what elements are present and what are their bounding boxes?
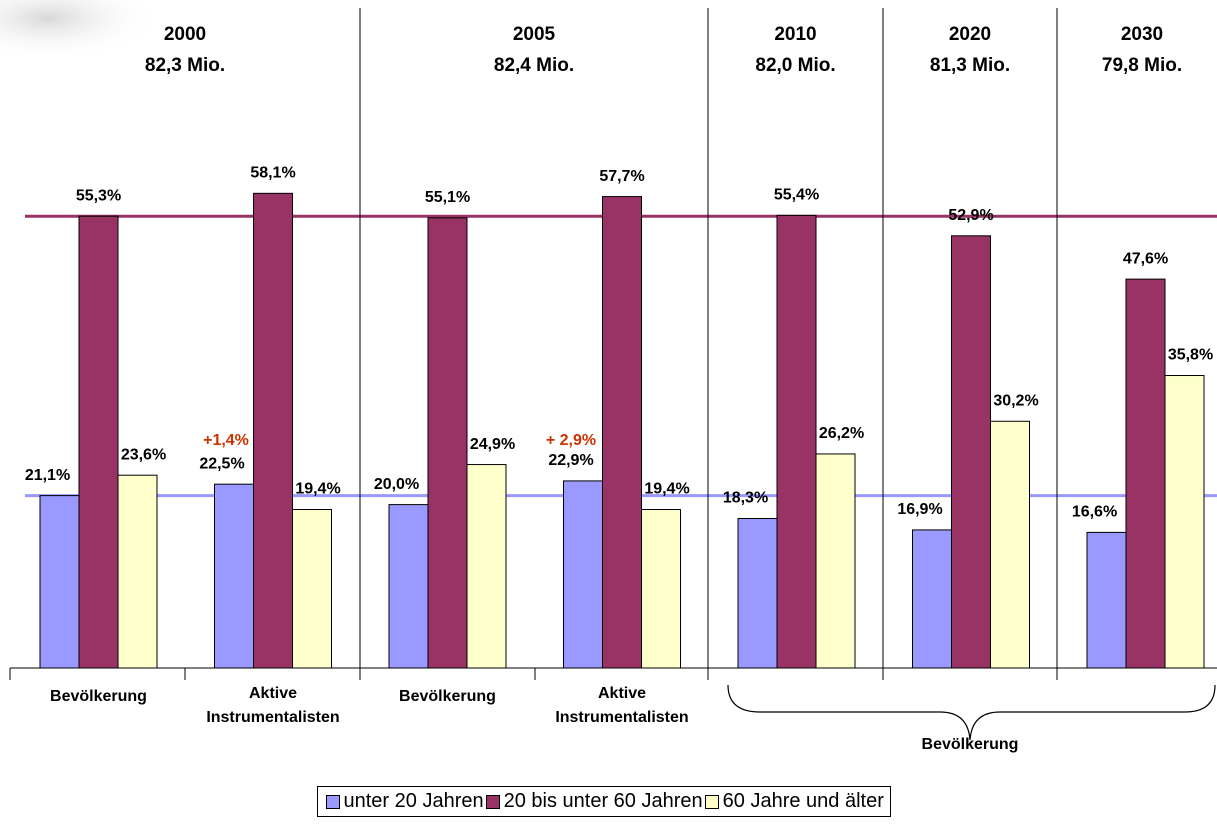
bar (641, 509, 681, 669)
bar (912, 529, 952, 669)
brace (727, 684, 1216, 741)
legend-label: unter 20 Jahren (343, 790, 484, 812)
annotation: +1,4% (203, 432, 249, 449)
section-population: 82,0 Mio. (755, 55, 835, 76)
group-label: Bevölkerung (922, 736, 1019, 753)
value-label: 47,6% (1123, 250, 1168, 267)
value-label: 22,9% (548, 452, 593, 469)
value-label: 57,7% (599, 168, 644, 185)
bar (39, 495, 80, 669)
bar (388, 504, 429, 669)
value-label: 23,6% (121, 446, 166, 463)
bar (737, 517, 778, 669)
bar (1086, 531, 1127, 669)
section-population: 81,3 Mio. (930, 55, 1010, 76)
x-tick-label: Aktive Instrumentalisten (555, 685, 689, 726)
bar (78, 215, 119, 669)
value-label: 52,9% (948, 207, 993, 224)
annotation: + 2,9% (546, 432, 596, 449)
value-label: 20,0% (374, 476, 419, 493)
value-label: 18,3% (723, 490, 768, 507)
bar (214, 483, 254, 669)
bar (466, 464, 507, 669)
section-year: 2000 (164, 24, 206, 45)
x-tick-label: Aktive Instrumentalisten (206, 685, 340, 726)
value-label: 35,8% (1168, 347, 1213, 364)
section-population: 82,3 Mio. (145, 55, 225, 76)
value-label: 26,2% (819, 425, 864, 442)
bar (951, 235, 991, 669)
bar (815, 453, 856, 669)
bar (563, 480, 603, 669)
section-year: 2020 (949, 24, 991, 45)
bar (602, 196, 642, 669)
legend-swatch (704, 794, 719, 809)
legend-label: 20 bis unter 60 Jahren (503, 790, 703, 812)
bar (427, 217, 468, 669)
background-decoration (0, 0, 160, 60)
value-label: 21,1% (25, 467, 70, 484)
bar (776, 214, 817, 669)
value-label: 16,9% (897, 501, 942, 518)
legend-label: 60 Jahre und älter (722, 790, 884, 812)
value-label: 55,3% (76, 187, 121, 204)
value-label: 16,6% (1072, 504, 1117, 521)
bar (990, 420, 1030, 669)
legend: unter 20 Jahren 20 bis unter 60 Jahren 60 … (316, 786, 891, 817)
legend-swatch (325, 794, 340, 809)
value-label: 30,2% (993, 392, 1038, 409)
value-label: 19,4% (644, 481, 689, 498)
bar (117, 474, 158, 669)
section-year: 2005 (513, 24, 556, 45)
section-year: 2010 (774, 24, 816, 45)
value-label: 55,1% (425, 189, 470, 206)
x-tick-label: Bevölkerung (399, 688, 496, 705)
bar (292, 509, 332, 669)
value-label: 22,5% (199, 455, 244, 472)
bar (253, 192, 293, 669)
section-year: 2030 (1121, 24, 1163, 45)
value-label: 24,9% (470, 436, 515, 453)
value-label: 58,1% (250, 165, 295, 182)
bar (1164, 375, 1205, 669)
bar (1125, 278, 1166, 669)
section-population: 79,8 Mio. (1102, 55, 1182, 76)
value-label: 55,4% (774, 187, 819, 204)
value-label: 19,4% (295, 481, 340, 498)
x-tick-label: Bevölkerung (50, 688, 147, 705)
legend-swatch (485, 794, 500, 809)
section-population: 82,4 Mio. (494, 55, 574, 76)
